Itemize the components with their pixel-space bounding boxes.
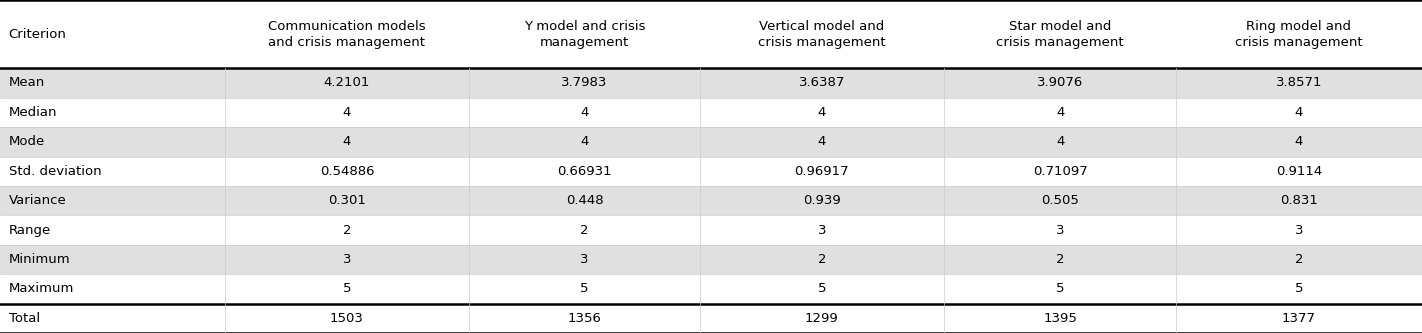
Text: 1377: 1377	[1283, 312, 1315, 325]
Text: Y model and crisis
management: Y model and crisis management	[523, 20, 646, 49]
Text: Star model and
crisis management: Star model and crisis management	[997, 20, 1123, 49]
Text: 4.2101: 4.2101	[324, 77, 370, 90]
Text: 0.448: 0.448	[566, 194, 603, 207]
Text: 0.54886: 0.54886	[320, 165, 374, 178]
Text: Minimum: Minimum	[9, 253, 70, 266]
Text: 5: 5	[1295, 282, 1303, 295]
Text: 3: 3	[1057, 223, 1064, 236]
Text: 1503: 1503	[330, 312, 364, 325]
Bar	[0, 68, 1422, 98]
Text: Total: Total	[9, 312, 40, 325]
Bar	[0, 215, 1422, 245]
Text: 1299: 1299	[805, 312, 839, 325]
Text: Communication models
and crisis management: Communication models and crisis manageme…	[269, 20, 425, 49]
Text: 5: 5	[343, 282, 351, 295]
Text: 3.9076: 3.9076	[1037, 77, 1084, 90]
Text: 4: 4	[343, 106, 351, 119]
Text: Maximum: Maximum	[9, 282, 74, 295]
Text: 4: 4	[1057, 135, 1064, 148]
Text: 2: 2	[818, 253, 826, 266]
Text: 3: 3	[1295, 223, 1303, 236]
Bar	[0, 274, 1422, 304]
Bar	[0, 157, 1422, 186]
Text: 0.66931: 0.66931	[557, 165, 611, 178]
Text: 2: 2	[1295, 253, 1303, 266]
Text: 4: 4	[1057, 106, 1064, 119]
Text: 1395: 1395	[1044, 312, 1076, 325]
Text: Variance: Variance	[9, 194, 67, 207]
Text: 4: 4	[818, 106, 826, 119]
Text: 0.96917: 0.96917	[795, 165, 849, 178]
Text: 0.831: 0.831	[1280, 194, 1318, 207]
Text: 4: 4	[1295, 135, 1303, 148]
Text: 4: 4	[818, 135, 826, 148]
Bar	[0, 98, 1422, 127]
Text: Range: Range	[9, 223, 51, 236]
Text: 4: 4	[1295, 106, 1303, 119]
Text: Ring model and
crisis management: Ring model and crisis management	[1236, 20, 1362, 49]
Text: 0.71097: 0.71097	[1032, 165, 1088, 178]
Text: Median: Median	[9, 106, 57, 119]
Text: Vertical model and
crisis management: Vertical model and crisis management	[758, 20, 886, 49]
Text: 0.939: 0.939	[803, 194, 840, 207]
Text: 3.6387: 3.6387	[799, 77, 845, 90]
Text: 2: 2	[343, 223, 351, 236]
Bar	[0, 127, 1422, 157]
Text: 3: 3	[818, 223, 826, 236]
Text: 5: 5	[1057, 282, 1064, 295]
Text: 0.505: 0.505	[1041, 194, 1079, 207]
Text: 0.301: 0.301	[328, 194, 365, 207]
Text: 1356: 1356	[567, 312, 602, 325]
Bar	[0, 0, 1422, 68]
Text: 5: 5	[580, 282, 589, 295]
Text: 5: 5	[818, 282, 826, 295]
Text: Std. deviation: Std. deviation	[9, 165, 101, 178]
Bar	[0, 186, 1422, 215]
Text: Mode: Mode	[9, 135, 44, 148]
Text: 2: 2	[580, 223, 589, 236]
Text: 3.7983: 3.7983	[562, 77, 607, 90]
Text: Mean: Mean	[9, 77, 44, 90]
Text: 4: 4	[580, 135, 589, 148]
Text: Criterion: Criterion	[9, 28, 67, 41]
Text: 4: 4	[343, 135, 351, 148]
Text: 4: 4	[580, 106, 589, 119]
Text: 3: 3	[580, 253, 589, 266]
Text: 0.9114: 0.9114	[1276, 165, 1322, 178]
Text: 3: 3	[343, 253, 351, 266]
Bar	[0, 245, 1422, 274]
Text: 3.8571: 3.8571	[1276, 77, 1322, 90]
Text: 2: 2	[1057, 253, 1064, 266]
Bar	[0, 304, 1422, 333]
